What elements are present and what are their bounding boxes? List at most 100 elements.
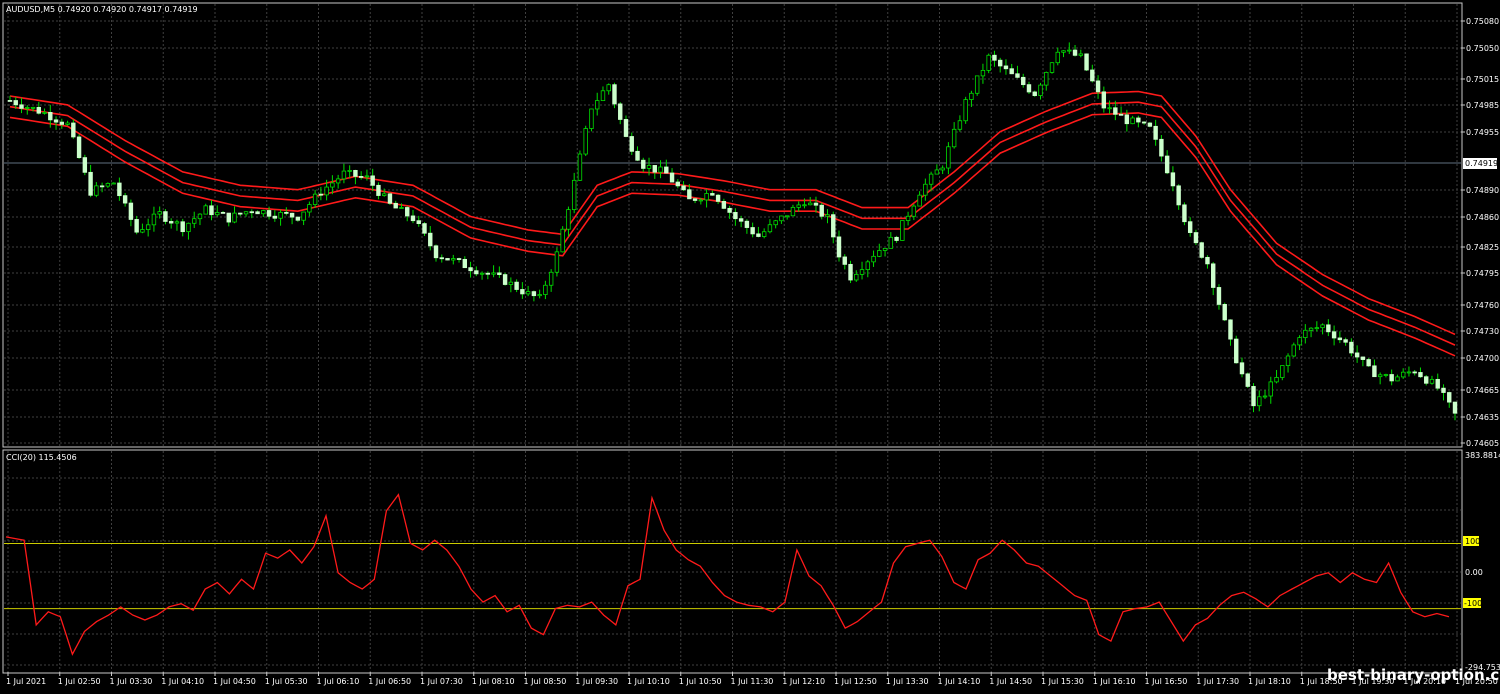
candle-body: [744, 220, 750, 228]
candle-body: [514, 281, 519, 290]
candle-body: [733, 211, 738, 220]
time-tick-label: 1 Jul 15:30: [1041, 677, 1084, 686]
candle-body: [105, 183, 111, 187]
candle-body: [7, 100, 13, 102]
candle-body: [560, 228, 565, 253]
time-tick-label: 1 Jul 08:50: [524, 677, 567, 686]
price-panel-frame: [2, 2, 1463, 448]
candle-body: [1280, 365, 1285, 378]
candle-body: [122, 195, 128, 204]
candle-body: [1211, 263, 1216, 288]
candle-body: [243, 211, 249, 215]
candle-body: [1297, 337, 1302, 346]
candle-body: [94, 185, 99, 196]
level-100-badge: [1463, 536, 1479, 546]
candle-body: [1274, 377, 1279, 383]
candle-body: [1187, 221, 1193, 233]
candle-body: [1090, 69, 1095, 82]
candle-body: [525, 291, 531, 295]
candlesticks[interactable]: [7, 42, 1458, 421]
candle-body: [1113, 107, 1118, 115]
candle-body: [1291, 344, 1297, 357]
candle-body: [1239, 362, 1245, 375]
candle-body: [1164, 155, 1170, 174]
candle-body: [71, 122, 76, 138]
candle-body: [1176, 185, 1181, 206]
candle-body: [802, 204, 807, 207]
time-tick-label: 1 Jul 04:50: [213, 677, 256, 686]
price-tick-label: 0.74730: [1466, 327, 1499, 336]
candle-body: [474, 270, 479, 275]
candle-body: [1222, 304, 1227, 321]
candle-body: [370, 175, 375, 186]
candle-body: [226, 212, 231, 223]
candle-body: [416, 220, 421, 224]
candle-body: [1026, 84, 1032, 93]
candle-body: [1303, 329, 1308, 338]
candle-body: [186, 222, 191, 233]
candle-body: [238, 212, 243, 215]
candle-body: [721, 200, 727, 209]
candle-body: [1308, 327, 1314, 331]
time-tick-label: 1 Jul 13:30: [886, 677, 929, 686]
candle-body: [1153, 125, 1158, 140]
candle-body: [1055, 51, 1060, 64]
level-minus100-badge: [1463, 598, 1481, 608]
candle-body: [1314, 327, 1320, 330]
candle-body: [531, 291, 537, 297]
candle-body: [1320, 324, 1325, 329]
candle-body: [1038, 84, 1043, 96]
candle-body: [796, 204, 801, 208]
candle-body: [589, 108, 594, 129]
candle-body: [923, 183, 928, 196]
candle-body: [1216, 287, 1222, 305]
candle-body: [358, 176, 364, 178]
candle-body: [1049, 62, 1055, 73]
candle-body: [1067, 49, 1072, 52]
candle-body: [197, 213, 203, 220]
time-tick-label: 1 Jul 10:10: [627, 677, 670, 686]
price-tick-label: 0.75080: [1466, 17, 1499, 26]
candle-body: [508, 281, 514, 285]
candle-body: [1009, 68, 1014, 75]
time-tick-label: 1 Jul 20:50: [1455, 677, 1498, 686]
candle-body: [324, 186, 329, 196]
candle-body: [1003, 65, 1009, 70]
candle-body: [1182, 204, 1187, 223]
candle-body: [1268, 381, 1273, 397]
candle-body: [30, 106, 36, 109]
candle-body: [1124, 114, 1130, 125]
candle-body: [65, 122, 70, 125]
candle-body: [307, 204, 312, 213]
candle-body: [710, 193, 715, 196]
candle-body: [468, 267, 473, 272]
candle-body: [1354, 352, 1360, 358]
candle-body: [692, 198, 698, 201]
candle-body: [428, 232, 433, 247]
candle-body: [969, 92, 974, 100]
candle-body: [1389, 374, 1394, 382]
candle-body: [1400, 371, 1406, 378]
candle-body: [1418, 372, 1423, 378]
candle-body: [1406, 371, 1412, 374]
candle-body: [727, 207, 732, 213]
candle-body: [548, 271, 554, 286]
cci-line[interactable]: [5, 493, 1450, 656]
candle-body: [1257, 396, 1262, 407]
price-tick-label: 0.75050: [1466, 44, 1499, 53]
candle-body: [877, 250, 882, 257]
candle-body: [209, 205, 214, 216]
candle-body: [1343, 339, 1348, 343]
candle-body: [451, 258, 456, 261]
candle-body: [399, 207, 404, 209]
candle-body: [1452, 401, 1458, 414]
candle-body: [1061, 50, 1066, 53]
candle-body: [813, 202, 819, 206]
time-axis: 1 Jul 2021 1 Jul 02:50 1 Jul 03:30 1 Jul 04…: [6, 672, 1498, 686]
time-tick-label: 1 Jul 06:50: [368, 677, 411, 686]
candle-body: [111, 182, 116, 185]
candle-body: [825, 214, 830, 217]
candle-body: [255, 211, 260, 215]
